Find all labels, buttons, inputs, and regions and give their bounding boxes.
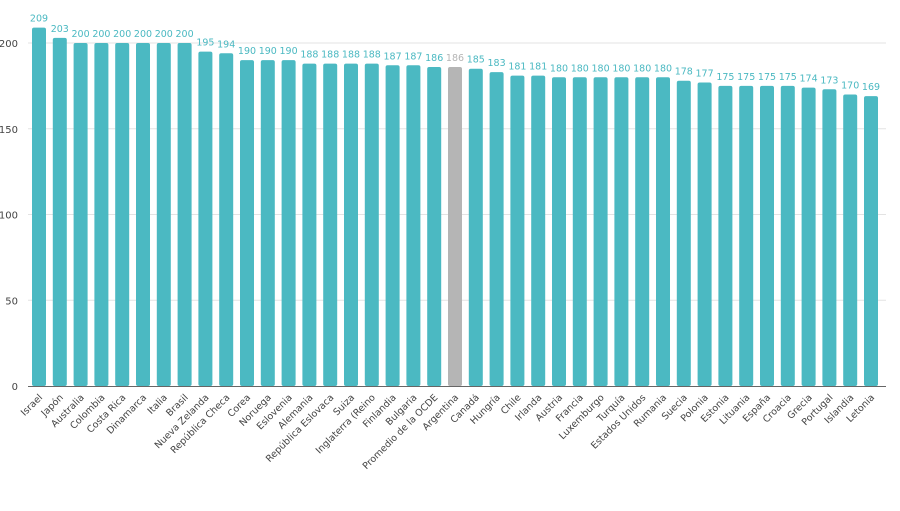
data-label: 200 <box>72 29 90 40</box>
bar <box>822 89 837 387</box>
bar <box>697 82 712 386</box>
data-label: 180 <box>633 63 651 74</box>
bar <box>281 60 296 387</box>
bar <box>73 43 88 386</box>
bar <box>385 65 400 387</box>
data-label: 175 <box>716 72 734 83</box>
data-label: 187 <box>404 51 422 62</box>
data-label: 180 <box>550 63 568 74</box>
bar <box>843 94 858 386</box>
bar <box>760 85 774 386</box>
bar <box>364 63 379 386</box>
bar <box>864 96 878 386</box>
data-label: 177 <box>696 68 714 79</box>
bar <box>531 75 546 387</box>
bar <box>427 67 442 386</box>
data-label: 209 <box>30 14 48 25</box>
data-label: 200 <box>92 29 110 40</box>
bar <box>323 63 338 386</box>
data-label: 185 <box>467 55 485 66</box>
bar <box>718 85 733 386</box>
data-label: 180 <box>654 63 672 74</box>
data-label: 169 <box>862 82 880 93</box>
data-label: 200 <box>176 29 194 40</box>
bar <box>552 77 566 387</box>
bar <box>156 43 171 386</box>
bar <box>240 60 254 387</box>
bar <box>406 65 421 387</box>
data-label: 175 <box>758 72 776 83</box>
bar <box>635 77 650 387</box>
data-label: 188 <box>300 50 318 61</box>
data-label: 186 <box>446 53 464 64</box>
y-tick-label: 100 <box>0 211 18 222</box>
bar <box>302 63 317 386</box>
data-label: 194 <box>217 39 235 50</box>
data-label: 175 <box>779 72 797 83</box>
bar <box>177 43 192 386</box>
bar <box>676 80 691 386</box>
data-label: 188 <box>342 50 360 61</box>
bar <box>739 85 754 386</box>
bar <box>593 77 608 387</box>
data-label: 170 <box>841 80 859 91</box>
data-label: 200 <box>155 29 173 40</box>
bar <box>572 77 587 387</box>
data-label: 180 <box>571 63 589 74</box>
y-tick-label: 50 <box>5 296 18 307</box>
data-label: 186 <box>425 53 443 64</box>
data-label: 181 <box>529 62 547 73</box>
bar <box>94 43 109 386</box>
data-label: 180 <box>612 63 630 74</box>
data-label: 173 <box>820 75 838 86</box>
bar <box>219 53 234 386</box>
bar <box>468 68 483 386</box>
data-label: 187 <box>384 51 402 62</box>
data-label: 190 <box>280 46 298 57</box>
data-label: 175 <box>737 72 755 83</box>
bar <box>780 85 795 386</box>
bar <box>656 77 670 387</box>
data-label: 183 <box>488 58 506 69</box>
data-label: 195 <box>196 38 214 49</box>
bar <box>344 63 358 386</box>
bar <box>198 51 213 386</box>
data-label: 190 <box>238 46 256 57</box>
y-tick-label: 0 <box>12 382 18 393</box>
bar <box>801 87 816 386</box>
bar <box>32 27 46 386</box>
data-label: 190 <box>259 46 277 57</box>
bar <box>510 75 525 387</box>
data-label: 200 <box>113 29 131 40</box>
bar <box>115 43 130 386</box>
bar <box>260 60 275 387</box>
data-label: 174 <box>800 74 818 85</box>
data-label: 181 <box>508 62 526 73</box>
bar <box>136 43 150 386</box>
bar <box>489 72 504 386</box>
bar <box>448 67 462 386</box>
data-label: 188 <box>363 50 381 61</box>
x-tick-label: Israel <box>19 392 45 418</box>
data-label: 203 <box>51 24 69 35</box>
bar <box>614 77 629 387</box>
data-label: 178 <box>675 67 693 78</box>
y-tick-label: 150 <box>0 125 18 136</box>
y-tick-label: 200 <box>0 39 18 50</box>
data-label: 188 <box>321 50 339 61</box>
bar <box>52 37 67 386</box>
data-label: 180 <box>592 63 610 74</box>
data-label: 200 <box>134 29 152 40</box>
